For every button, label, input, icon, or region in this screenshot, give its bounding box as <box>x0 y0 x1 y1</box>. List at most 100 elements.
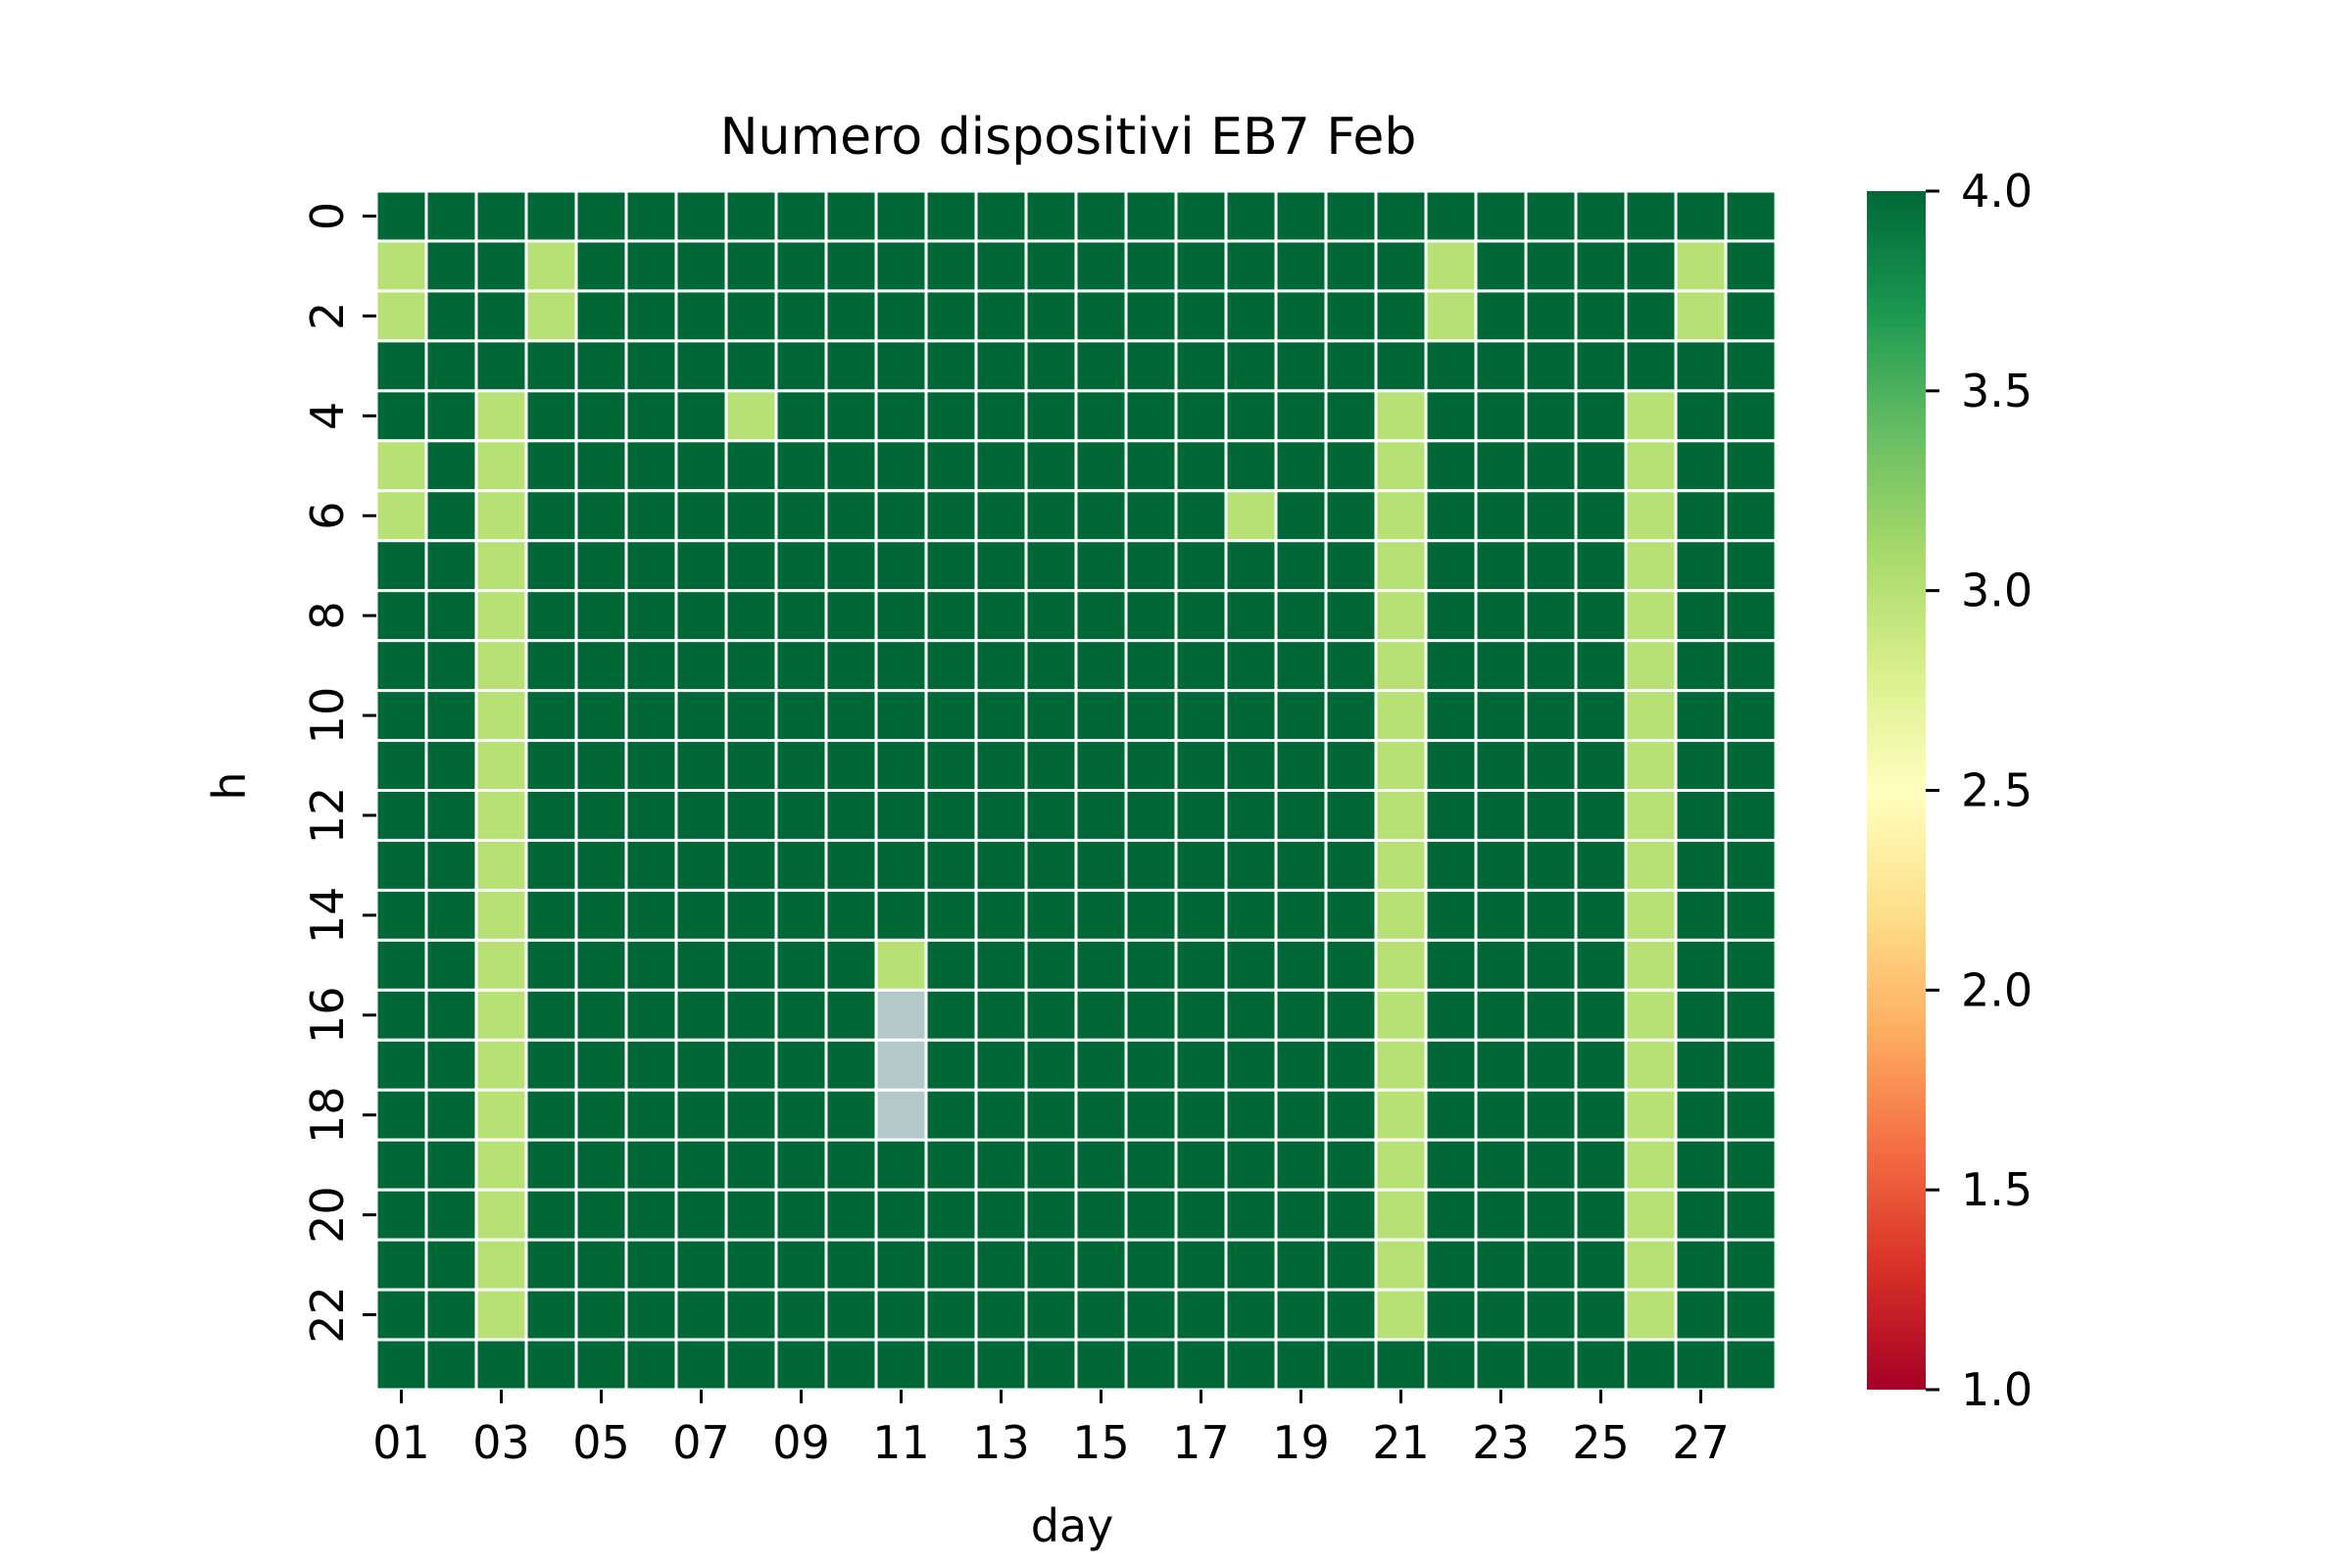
heatmap-cell <box>1174 988 1228 1042</box>
heatmap-cell <box>1224 1238 1278 1292</box>
heatmap-cell <box>824 1038 878 1092</box>
heatmap-cell <box>524 689 578 743</box>
heatmap-cell <box>624 1338 678 1392</box>
heatmap-cell <box>1074 339 1128 393</box>
heatmap-cell <box>1424 938 1478 992</box>
heatmap-cell <box>1224 838 1278 892</box>
heatmap-cell <box>1424 1188 1478 1242</box>
heatmap-cell <box>474 489 528 543</box>
heatmap-cell <box>1474 539 1528 593</box>
heatmap-cell <box>974 1238 1028 1292</box>
heatmap-cell <box>1524 539 1578 593</box>
heatmap-cell <box>1374 938 1428 992</box>
heatmap-cell <box>574 938 628 992</box>
heatmap-cell <box>774 189 828 243</box>
heatmap-cell <box>724 1038 778 1092</box>
heatmap-cell <box>1374 1238 1428 1292</box>
heatmap-cell <box>1624 938 1678 992</box>
heatmap-cell <box>974 1038 1028 1092</box>
heatmap-cell <box>424 1238 478 1292</box>
heatmap-cell <box>1674 339 1728 393</box>
heatmap-cell <box>1624 1338 1678 1392</box>
heatmap-cell <box>824 589 878 643</box>
heatmap-cell <box>1374 838 1428 892</box>
heatmap-cell <box>974 239 1028 293</box>
heatmap-cell <box>674 888 728 942</box>
heatmap-cell <box>1074 988 1128 1042</box>
heatmap-cell <box>1324 888 1378 942</box>
heatmap-cell <box>874 789 928 842</box>
heatmap-cell <box>1724 789 1778 842</box>
heatmap-cell <box>924 1088 978 1142</box>
heatmap-cell <box>424 389 478 443</box>
heatmap-cell <box>1674 1288 1728 1342</box>
heatmap-cell <box>724 1138 778 1192</box>
heatmap-cell <box>1274 838 1328 892</box>
heatmap-cell <box>1324 439 1378 493</box>
heatmap-cell <box>474 539 528 593</box>
heatmap-cell <box>424 1038 478 1092</box>
heatmap-cell <box>524 739 578 793</box>
heatmap-cell <box>1274 988 1328 1042</box>
heatmap-cell <box>674 1138 728 1192</box>
heatmap-cell <box>774 639 828 693</box>
heatmap-cell <box>1324 1088 1378 1142</box>
heatmap-cell <box>1724 489 1778 543</box>
x-tick-label: 27 <box>1672 1416 1730 1469</box>
heatmap-cell <box>1374 988 1428 1042</box>
heatmap-cell <box>774 1038 828 1092</box>
heatmap-cell <box>724 1088 778 1142</box>
heatmap-cell <box>524 1188 578 1242</box>
heatmap-cell <box>424 938 478 992</box>
heatmap-cell <box>1474 789 1528 842</box>
heatmap-cell <box>1574 1238 1628 1292</box>
heatmap-cell <box>1324 589 1378 643</box>
heatmap-cell <box>1124 1088 1178 1142</box>
y-tick-label: 6 <box>301 502 354 530</box>
heatmap-cell <box>1724 838 1778 892</box>
y-tick-label: 2 <box>301 302 354 330</box>
heatmap-cell <box>424 838 478 892</box>
heatmap-cell <box>924 639 978 693</box>
heatmap-cell <box>1374 1288 1428 1342</box>
heatmap-cell <box>1524 639 1578 693</box>
heatmap-cell <box>1524 239 1578 293</box>
heatmap-cell <box>1124 1138 1178 1192</box>
heatmap-cell <box>974 289 1028 343</box>
heatmap-cell <box>774 339 828 393</box>
heatmap-cell <box>1024 1038 1078 1092</box>
heatmap-cell <box>1524 739 1578 793</box>
heatmap-cell <box>524 289 578 343</box>
heatmap-cell <box>1424 439 1478 493</box>
heatmap-cell <box>424 239 478 293</box>
heatmap-cell <box>474 1188 528 1242</box>
heatmap-cell <box>874 439 928 493</box>
heatmap-cell <box>1374 1088 1428 1142</box>
heatmap-cell <box>474 239 528 293</box>
heatmap-cell <box>374 1238 428 1292</box>
heatmap-cell <box>1174 439 1228 493</box>
heatmap-cell <box>1074 1238 1128 1292</box>
heatmap-cell <box>1424 689 1478 743</box>
heatmap-cell <box>674 1188 728 1242</box>
heatmap-cell <box>1274 639 1328 693</box>
heatmap-cell <box>774 1188 828 1242</box>
heatmap-cell <box>374 239 428 293</box>
heatmap-cell <box>674 1288 728 1342</box>
heatmap-cell <box>1174 1088 1228 1142</box>
heatmap-cell <box>1224 689 1278 743</box>
heatmap-cell <box>1224 539 1278 593</box>
heatmap-cell <box>974 938 1028 992</box>
heatmap-cell <box>474 1238 528 1292</box>
heatmap-cell <box>1674 189 1728 243</box>
heatmap-cell <box>874 1188 928 1242</box>
heatmap-cell <box>924 389 978 443</box>
heatmap-cell <box>1224 289 1278 343</box>
heatmap-cell <box>624 938 678 992</box>
heatmap-cell <box>1724 589 1778 643</box>
heatmap-cell <box>1224 888 1278 942</box>
heatmap-cell <box>824 1088 878 1142</box>
heatmap-cell <box>1474 1238 1528 1292</box>
heatmap-cell <box>1124 888 1178 942</box>
y-tick-label: 10 <box>301 687 354 745</box>
